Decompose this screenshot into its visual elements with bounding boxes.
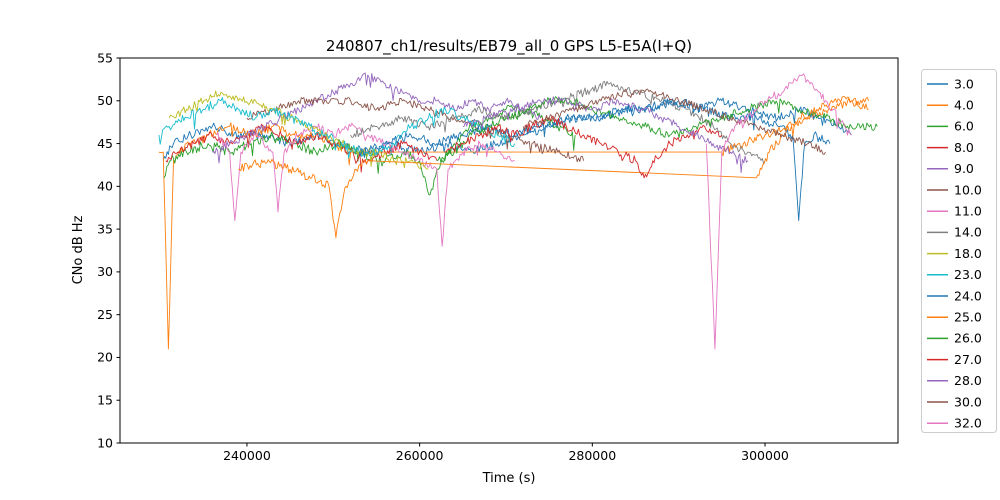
axes: 240000 260000 280000 300000 10 15 20 25 30 35 40 45… [97,50,899,463]
legend-label-8.0: 8.0 [954,140,974,155]
plot-area [158,72,878,350]
series-line-23.0 [158,97,516,159]
x-axis-label: Time (s) [482,471,536,486]
legend-box [921,69,997,433]
chart-title: 240807_ch1/results/EB79_all_0 GPS L5-E5A… [326,37,692,56]
y-tick-label: 25 [97,307,113,322]
x-tick-label: 260000 [396,448,444,463]
series-line-32.0 [705,73,852,350]
y-tick-label: 20 [97,350,113,365]
legend-label-27.0: 27.0 [954,352,982,367]
series-line-11.0 [216,122,515,247]
legend: 3.0 4.0 6.0 8.0 9.0 10.0 11.0 14.0 18.0 23.0 24.0 2… [921,69,997,433]
legend-label-28.0: 28.0 [954,373,982,388]
y-axis-label: CNo dB Hz [71,215,86,284]
y-tick-label: 30 [97,264,113,279]
plot-frame [119,57,899,444]
series-line-28.0 [462,96,749,174]
legend-label-3.0: 3.0 [954,76,974,91]
legend-label-26.0: 26.0 [954,331,982,346]
y-tick-label: 40 [97,179,113,194]
y-tick-label: 55 [97,50,113,65]
legend-label-25.0: 25.0 [954,310,982,325]
series-line-6.0 [163,104,576,196]
series-line-30.0 [522,88,826,155]
y-tick-label: 50 [97,93,113,108]
legend-label-11.0: 11.0 [954,204,982,219]
legend-label-32.0: 32.0 [954,416,982,431]
legend-label-30.0: 30.0 [954,394,982,409]
y-tick-label: 45 [97,136,113,151]
legend-label-6.0: 6.0 [954,119,974,134]
legend-label-23.0: 23.0 [954,267,982,282]
x-tick-label: 280000 [568,448,616,463]
legend-label-10.0: 10.0 [954,182,982,197]
x-tick-label: 240000 [223,448,271,463]
series-line-27.0 [445,115,723,179]
series-line-10.0 [246,97,585,163]
legend-label-18.0: 18.0 [954,246,982,261]
legend-label-9.0: 9.0 [954,161,974,176]
y-tick-label: 15 [97,393,113,408]
series-line-26.0 [436,96,878,163]
legend-label-24.0: 24.0 [954,288,982,303]
legend-label-14.0: 14.0 [954,225,982,240]
y-tick-label: 10 [97,435,113,450]
x-tick-label: 300000 [741,448,789,463]
series-line-25.0 [238,96,869,239]
y-tick-label: 35 [97,221,113,236]
legend-label-4.0: 4.0 [954,98,974,113]
series-line-14.0 [350,80,766,165]
